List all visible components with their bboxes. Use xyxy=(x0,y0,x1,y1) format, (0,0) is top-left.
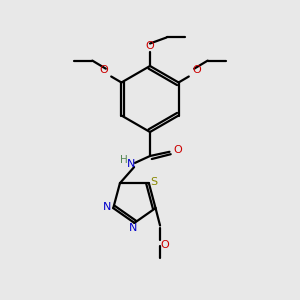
Text: H: H xyxy=(120,155,128,165)
Text: N: N xyxy=(129,223,137,233)
Text: O: O xyxy=(192,65,201,76)
Text: O: O xyxy=(173,145,182,155)
Text: O: O xyxy=(146,41,154,51)
Text: N: N xyxy=(103,202,111,212)
Text: N: N xyxy=(127,159,136,169)
Text: O: O xyxy=(160,240,169,250)
Text: O: O xyxy=(99,65,108,76)
Text: S: S xyxy=(151,177,158,187)
